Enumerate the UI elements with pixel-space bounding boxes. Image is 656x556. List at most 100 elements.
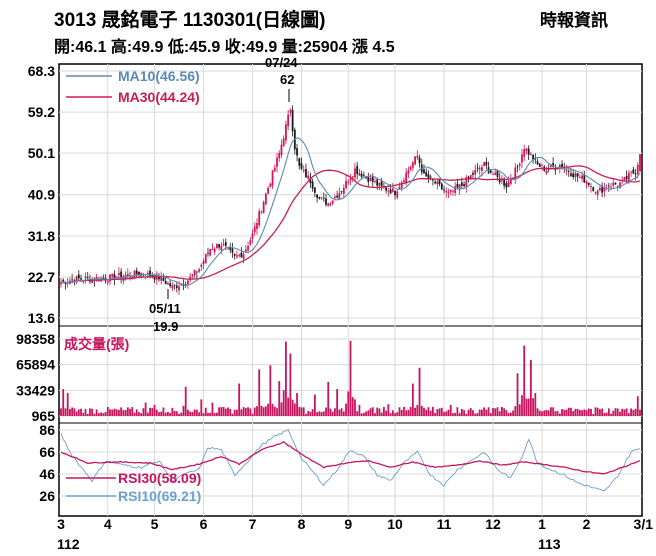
candle-body [474, 169, 477, 175]
volume-bar [394, 413, 396, 416]
volume-bar [69, 409, 71, 416]
candle-body [271, 170, 274, 186]
candle-body [625, 175, 628, 180]
volume-bar [151, 408, 154, 416]
price-tick-label: 50.1 [28, 145, 55, 161]
candle-body [258, 211, 261, 226]
ma30-legend-label: MA30(44.24) [118, 89, 200, 105]
candle-body [429, 176, 432, 178]
candle-body [204, 254, 207, 264]
volume-bar [238, 383, 241, 416]
volume-bar [193, 409, 196, 416]
candle-body [378, 182, 381, 186]
grid-lines [59, 64, 642, 516]
volume-bar [158, 412, 160, 416]
moving-average-lines [60, 137, 641, 286]
candle-body [616, 185, 619, 187]
candle-body [340, 191, 343, 193]
volume-bar [249, 408, 252, 416]
candle-body [365, 177, 367, 179]
x-month-label: 10 [387, 516, 403, 532]
volume-bar [443, 412, 445, 416]
volume-bar [489, 413, 492, 416]
volume-bar [100, 412, 102, 416]
volume-bar [492, 408, 494, 416]
x-month-label: 2 [583, 516, 591, 532]
volume-bar [77, 409, 80, 416]
volume-bar [113, 408, 116, 416]
candle-body [178, 286, 180, 291]
candle-body [224, 242, 227, 246]
candle-body [634, 173, 637, 175]
candle-body [489, 170, 492, 173]
volume-bar [126, 407, 129, 416]
volume-bar [267, 403, 270, 416]
x-month-label: 12 [485, 516, 501, 532]
candle-body [329, 204, 332, 206]
candle-body [267, 187, 270, 194]
candle-body [380, 180, 383, 186]
candle-body [547, 168, 550, 170]
volume-bar [469, 408, 472, 416]
volume-bar [289, 353, 292, 416]
volume-bar [385, 410, 388, 416]
candle-body [175, 285, 178, 288]
volume-bar [184, 386, 187, 416]
volume-bar [369, 408, 372, 416]
candle-body [536, 161, 539, 165]
candle-body [369, 178, 372, 181]
volume-bar [578, 410, 581, 416]
quote-line: 開:46.1 高:49.9 低:45.9 收:49.9 量:25904 漲 4.… [54, 37, 395, 56]
volume-bar [95, 409, 98, 416]
volume-bar [572, 411, 575, 416]
volume-bar [320, 412, 323, 416]
volume-bar [229, 409, 232, 416]
x-month-label: 1 [538, 516, 546, 532]
volume-bar [354, 399, 356, 416]
volume-bar [543, 410, 546, 416]
volume-bar [271, 404, 274, 416]
volume-bar [187, 409, 189, 416]
volume-bar [610, 413, 612, 416]
rsi-lines [60, 428, 641, 492]
candle-body [211, 249, 214, 251]
candle-body [276, 157, 278, 167]
volume-bar [93, 413, 96, 416]
volume-bar [316, 412, 318, 416]
candle-body [440, 183, 443, 190]
candle-body [362, 174, 365, 176]
volume-bar [120, 407, 123, 416]
volume-bar [414, 407, 416, 416]
volume-bar [251, 413, 254, 416]
volume-bar [583, 409, 586, 416]
chart-title: 3013 晟銘電子 1130301(日線圖) [54, 8, 325, 31]
volume-bar [273, 406, 276, 416]
x-year-label: 113 [538, 536, 561, 552]
volume-bar [367, 410, 370, 416]
candle-body [529, 154, 532, 156]
candle-body [483, 162, 486, 167]
volume-bar [173, 410, 176, 416]
volume-bar [109, 409, 111, 416]
volume-bar [529, 359, 532, 416]
volume-bar [135, 409, 138, 416]
candle-body [610, 186, 612, 188]
ma10-legend-label: MA10(46.56) [118, 68, 200, 84]
candle-body [118, 272, 120, 276]
volume-bar [605, 412, 608, 416]
x-month-label: 7 [249, 516, 257, 532]
volume-bar [378, 408, 381, 416]
volume-bar [592, 413, 595, 416]
candle-body [345, 180, 347, 189]
volume-bar [153, 404, 156, 416]
volume-bar [318, 411, 321, 416]
candle-body [189, 276, 192, 281]
volume-bar [334, 408, 336, 416]
ma30-line [60, 165, 641, 284]
volume-bar [86, 413, 89, 416]
volume-bar [164, 412, 167, 416]
volume-bar [498, 411, 501, 416]
volume-bar [118, 409, 120, 416]
volume-bar [160, 411, 163, 416]
